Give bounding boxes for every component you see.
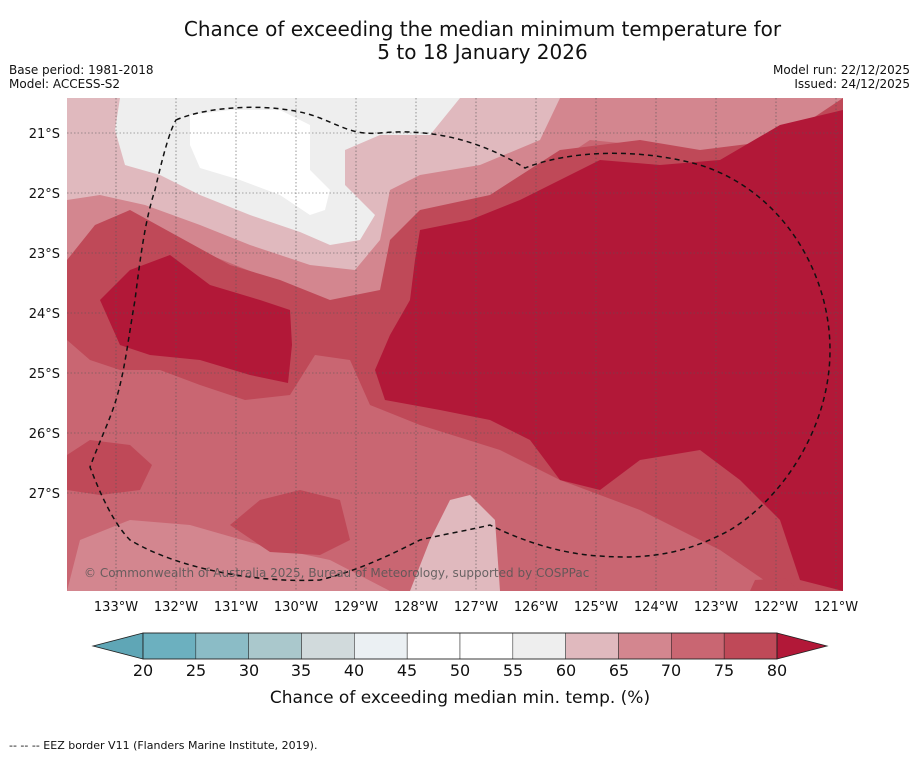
colorbar-cell xyxy=(565,632,619,660)
lat-label: 25°S xyxy=(29,367,60,382)
colorbar-cell xyxy=(195,632,249,660)
colorbar-tick: 35 xyxy=(291,661,311,680)
colorbar-tick: 70 xyxy=(661,661,681,680)
lat-label: 23°S xyxy=(29,247,60,262)
colorbar-ticks: 20 25 30 35 40 45 50 55 60 65 70 75 80 xyxy=(133,661,787,680)
colorbar-tick: 60 xyxy=(556,661,576,680)
map-title-line2: 5 to 18 January 2026 xyxy=(377,40,588,64)
colorbar-tick: 45 xyxy=(397,661,417,680)
model-run: Model run: 22/12/2025 xyxy=(772,63,910,77)
lon-label: 131°W xyxy=(214,600,258,615)
colorbar-cell xyxy=(512,632,566,660)
colorbar-cell xyxy=(459,632,514,660)
eez-border xyxy=(89,106,831,582)
graticule xyxy=(67,98,843,591)
lat-label: 27°S xyxy=(29,487,60,502)
map-panel: © Commonwealth of Australia 2025, Bureau… xyxy=(67,98,843,591)
lon-label: 126°W xyxy=(514,600,558,615)
lon-label: 133°W xyxy=(94,600,138,615)
colorbar-tick: 20 xyxy=(133,661,153,680)
model-name: Model: ACCESS-S2 xyxy=(9,77,121,91)
zone-80-plus-east xyxy=(375,110,843,591)
colorbar-low-extension xyxy=(91,632,144,660)
map-title: Chance of exceeding the median minimum t… xyxy=(0,18,919,64)
zone-65-70-southwest xyxy=(67,520,390,591)
colorbar-tick: 25 xyxy=(186,661,206,680)
colorbar-high-extension xyxy=(776,632,829,660)
eez-footnote: -- -- -- EEZ border V11 (Flanders Marine… xyxy=(9,739,318,752)
colorbar-tick: 50 xyxy=(450,661,470,680)
colorbar-tick: 30 xyxy=(239,661,259,680)
copyright-notice: © Commonwealth of Australia 2025, Bureau… xyxy=(84,566,589,580)
lon-label: 122°W xyxy=(754,600,798,615)
colorbar-tick: 75 xyxy=(714,661,734,680)
lat-label: 24°S xyxy=(29,307,60,322)
colorbar-cell xyxy=(671,632,725,660)
zone-45-55 xyxy=(190,110,330,215)
colorbar-frame xyxy=(142,632,778,660)
lat-label: 22°S xyxy=(29,187,60,202)
lat-label: 26°S xyxy=(29,427,60,442)
lon-label: 132°W xyxy=(154,600,198,615)
colorbar-cell xyxy=(301,632,355,660)
lon-label: 129°W xyxy=(334,600,378,615)
zone-75-80-southwest xyxy=(230,490,350,555)
lon-label: 128°W xyxy=(394,600,438,615)
colorbar-cells xyxy=(142,632,778,660)
map-title-line1: Chance of exceeding the median minimum t… xyxy=(183,17,782,41)
meta-left: Base period: 1981-2018 Model: ACCESS-S2 xyxy=(9,63,154,91)
zone-60-65-south xyxy=(410,495,500,591)
colorbar-cell xyxy=(142,632,197,660)
lon-label: 124°W xyxy=(634,600,678,615)
colorbar-cell xyxy=(618,632,672,660)
issued-date: Issued: 24/12/2025 xyxy=(794,77,910,91)
colorbar-cell xyxy=(354,632,408,660)
colorbar-cell xyxy=(248,632,302,660)
colorbar-tick: 65 xyxy=(609,661,629,680)
lat-label: 21°S xyxy=(29,127,60,142)
lat-labels: 21°S 22°S 23°S 24°S 25°S 26°S 27°S xyxy=(29,127,60,502)
colorbar-label: Chance of exceeding median min. temp. (%… xyxy=(270,688,650,708)
lon-label: 121°W xyxy=(814,600,858,615)
lon-labels: 133°W 132°W 131°W 130°W 129°W 128°W 127°… xyxy=(94,600,858,615)
base-period: Base period: 1981-2018 xyxy=(9,63,154,77)
colorbar-cell xyxy=(723,632,778,660)
zone-80-plus-west xyxy=(100,255,292,383)
zone-75-80-bottom xyxy=(750,578,800,591)
lon-label: 130°W xyxy=(274,600,318,615)
meta-right: Model run: 22/12/2025 Issued: 24/12/2025 xyxy=(773,63,910,91)
lon-label: 127°W xyxy=(454,600,498,615)
colorbar-cell xyxy=(406,632,461,660)
zone-75-80-west xyxy=(67,440,152,495)
lon-label: 125°W xyxy=(574,600,618,615)
colorbar: 20 25 30 35 40 45 50 55 60 65 70 75 80 C… xyxy=(91,632,829,708)
colorbar-tick: 55 xyxy=(503,661,523,680)
lon-label: 123°W xyxy=(694,600,738,615)
colorbar-tick: 80 xyxy=(767,661,787,680)
colorbar-tick: 40 xyxy=(344,661,364,680)
